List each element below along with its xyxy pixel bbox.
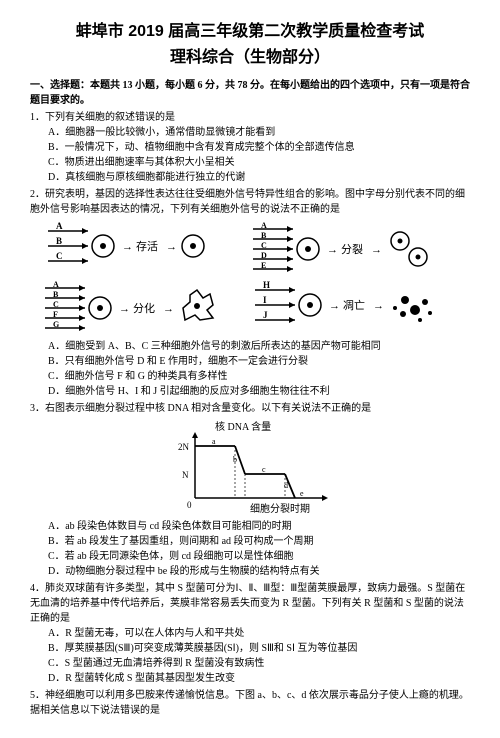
q2-diagram-row2: A B C F G → 分化 → H I J → 凋亡 → bbox=[30, 280, 470, 335]
q1-option-b: B．一般情况下，动、植物细胞中含有发育成完整个体的全部遗传信息 bbox=[30, 140, 470, 155]
label-a: A bbox=[56, 221, 63, 231]
q2-diagram-row1: A B C → 存活 → A B C D E → 分裂 → bbox=[30, 221, 470, 276]
svg-text:→: → bbox=[371, 244, 382, 256]
svg-text:0: 0 bbox=[187, 500, 192, 510]
svg-text:A: A bbox=[53, 280, 59, 289]
q2-option-c: C．细胞外信号 F 和 G 的种类具有多样性 bbox=[30, 369, 470, 384]
q4-option-a: A．R 型菌无毒，可以在人体内与人和平共处 bbox=[30, 626, 470, 641]
section-heading: 一、选择题：本题共 13 小题，每小题 6 分，共 78 分。在每小题给出的四个… bbox=[30, 78, 470, 108]
svg-text:a: a bbox=[212, 437, 216, 446]
q4-stem: 4．肺炎双球菌有许多类型，其中 S 型菌可分为Ⅰ、Ⅱ、Ⅲ型：Ⅲ型菌荚膜最厚，致病… bbox=[30, 581, 470, 626]
svg-text:→: → bbox=[373, 300, 384, 312]
svg-text:→: → bbox=[163, 303, 174, 315]
svg-text:C: C bbox=[53, 300, 59, 309]
q2-diagram-differentiate: A B C F G → 分化 → bbox=[45, 280, 225, 335]
page-title: 蚌埠市 2019 届高三年级第二次教学质量检查考试 bbox=[30, 20, 470, 44]
svg-text:D: D bbox=[261, 251, 267, 260]
q2-option-d: D．细胞外信号 H、I 和 J 引起细胞的反应对多细胞生物往往不利 bbox=[30, 384, 470, 399]
ytick-n: N bbox=[182, 470, 189, 480]
q4-option-c: C．S 型菌通过无血清培养得到 R 型菌没有致病性 bbox=[30, 656, 470, 671]
q2-diagram-divide: A B C D E → 分裂 → bbox=[253, 221, 453, 276]
svg-text:A: A bbox=[261, 221, 267, 230]
svg-text:b: b bbox=[233, 455, 237, 464]
q1-option-a: A．细胞器一般比较微小，通常借助显微镜才能看到 bbox=[30, 125, 470, 140]
q1-option-d: D．真核细胞与原核细胞都能进行独立的代谢 bbox=[30, 170, 470, 185]
q4-option-d: D．R 型菌转化成 S 型菌其基因型发生改变 bbox=[30, 671, 470, 686]
q1-option-c: C．物质进出细胞速率与其体积大小呈相关 bbox=[30, 155, 470, 170]
svg-text:→: → bbox=[119, 303, 130, 315]
svg-text:E: E bbox=[261, 261, 266, 270]
page-subtitle: 理科综合（生物部分） bbox=[30, 46, 470, 70]
q3-option-a: A．ab 段染色体数目与 cd 段染色体数目可能相同的时期 bbox=[30, 519, 470, 534]
svg-text:G: G bbox=[53, 320, 59, 329]
arrow-1: → bbox=[122, 241, 133, 253]
q2-diagram-apoptosis: H I J → 凋亡 → bbox=[255, 280, 455, 335]
q4-option-b: B．厚荚膜基因(SⅢ)可突变成薄荚膜基因(SⅠ)，则 SⅢ和 SⅠ 互为等位基因 bbox=[30, 641, 470, 656]
arrow-1b: → bbox=[166, 241, 177, 253]
q2-option-b: B．只有细胞外信号 D 和 E 作用时，细胞不一定会进行分裂 bbox=[30, 354, 470, 369]
q3-option-c: C．若 ab 段无同源染色体，则 cd 段细胞可以是性体细胞 bbox=[30, 549, 470, 564]
svg-text:I: I bbox=[263, 295, 267, 305]
q3-stem: 3．右图表示细胞分裂过程中核 DNA 相对含量变化。以下有关说法不正确的是 bbox=[30, 401, 470, 416]
question-2: 2．研究表明，基因的选择性表达往往受细胞外信号特异性组合的影响。图中字母分别代表… bbox=[30, 187, 470, 399]
label-b: B bbox=[56, 236, 62, 246]
svg-text:→: → bbox=[327, 244, 338, 256]
state-apop: 凋亡 bbox=[343, 298, 365, 312]
state-diff: 分化 bbox=[133, 301, 155, 315]
q2-option-a: A．细胞受到 A、B、C 三种细胞外信号的刺激后所表达的基因产物可能相同 bbox=[30, 339, 470, 354]
state-divide: 分裂 bbox=[341, 243, 363, 256]
svg-text:H: H bbox=[263, 280, 270, 290]
label-c: C bbox=[56, 251, 63, 261]
svg-text:B: B bbox=[53, 290, 59, 299]
q3-option-d: D．动物细胞分裂过程中 be 段的形成与生物膜的结构特点有关 bbox=[30, 564, 470, 579]
q3-chart: 核 DNA 含量 2N N 0 a b c d e 细胞分裂时期 bbox=[160, 420, 340, 515]
q2-stem: 2．研究表明，基因的选择性表达往往受细胞外信号特异性组合的影响。图中字母分别代表… bbox=[30, 187, 470, 217]
svg-text:→: → bbox=[329, 300, 340, 312]
question-4: 4．肺炎双球菌有许多类型，其中 S 型菌可分为Ⅰ、Ⅱ、Ⅲ型：Ⅲ型菌荚膜最厚，致病… bbox=[30, 581, 470, 686]
question-3: 3．右图表示细胞分裂过程中核 DNA 相对含量变化。以下有关说法不正确的是 核 … bbox=[30, 401, 470, 579]
svg-text:F: F bbox=[53, 310, 58, 319]
chart-ylabel: 核 DNA 含量 bbox=[215, 420, 271, 433]
q1-stem: 1．下列有关细胞的叙述错误的是 bbox=[30, 110, 470, 125]
ytick-2n: 2N bbox=[178, 442, 190, 452]
svg-text:J: J bbox=[263, 310, 268, 320]
svg-text:e: e bbox=[300, 489, 304, 498]
chart-xlabel: 细胞分裂时期 bbox=[250, 502, 310, 515]
svg-text:c: c bbox=[262, 465, 266, 474]
question-1: 1．下列有关细胞的叙述错误的是 A．细胞器一般比较微小，通常借助显微镜才能看到 … bbox=[30, 110, 470, 185]
svg-text:B: B bbox=[261, 231, 267, 240]
question-5: 5．神经细胞可以利用多巴胺来传递愉悦信息。下图 a、b、c、d 依次展示毒品分子… bbox=[30, 688, 470, 718]
q3-option-b: B．若 ab 段发生了基因重组，则间期和 ad 段可构成一个周期 bbox=[30, 534, 470, 549]
state-survive: 存活 bbox=[136, 239, 158, 253]
q2-diagram-survive: A B C → 存活 → bbox=[48, 221, 218, 271]
svg-text:d: d bbox=[284, 481, 288, 490]
svg-text:C: C bbox=[261, 241, 267, 250]
q5-stem: 5．神经细胞可以利用多巴胺来传递愉悦信息。下图 a、b、c、d 依次展示毒品分子… bbox=[30, 688, 470, 718]
